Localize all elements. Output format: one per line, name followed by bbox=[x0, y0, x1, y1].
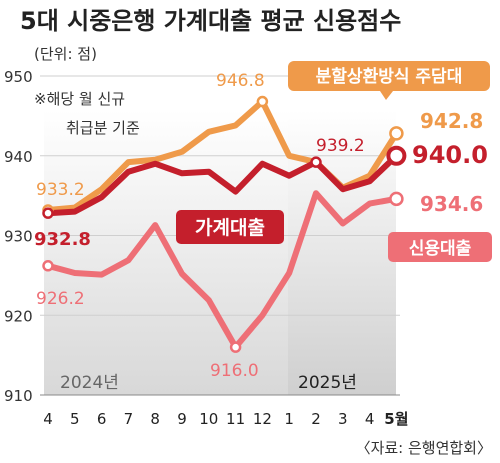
legend-mortgage-label: 분할상환방식 주담대 bbox=[316, 67, 463, 87]
x-tick-label-12: 4 bbox=[365, 410, 375, 428]
data-label-credit-end: 934.6 bbox=[420, 192, 483, 216]
data-label-mortgage-peak: 946.8 bbox=[216, 71, 265, 91]
series-line-1 bbox=[45, 152, 400, 217]
x-tick-label-3: 7 bbox=[124, 410, 134, 428]
data-labels: 933.2 946.8 942.8 932.8 939.2 940.0 926.… bbox=[34, 71, 488, 381]
note-line-2: 취급분 기준 bbox=[66, 119, 140, 137]
data-label-household-peak: 939.2 bbox=[316, 136, 365, 156]
series-2-point-13 bbox=[389, 191, 404, 207]
data-label-household-end: 940.0 bbox=[412, 141, 488, 169]
series-1-point-0 bbox=[42, 207, 54, 219]
x-tick-label-9: 1 bbox=[284, 410, 294, 428]
series-2-point-7 bbox=[229, 341, 242, 353]
x-tick-label-8: 12 bbox=[253, 410, 272, 428]
series-points bbox=[42, 95, 407, 353]
series-0-point-13 bbox=[389, 126, 404, 141]
x-tick-label-1: 5 bbox=[70, 410, 80, 428]
unit-label: (단위: 점) bbox=[34, 45, 97, 63]
y-tick-label-950: 950 bbox=[4, 68, 33, 86]
series-line-2 bbox=[45, 190, 400, 351]
x-tick-label-6: 10 bbox=[199, 410, 218, 428]
x-axis-ticks: 4 5 6 7 8 9 10 11 12 1 2 3 4 5월 bbox=[43, 410, 408, 428]
series-0-point-8 bbox=[256, 95, 269, 108]
series-2-point-0 bbox=[42, 260, 54, 272]
legend-household-label: 가계대출 bbox=[195, 217, 265, 239]
y-tick-label-920: 920 bbox=[4, 307, 33, 325]
year-2024-panel bbox=[44, 110, 288, 395]
note-line-1: ※해당 월 신규 bbox=[34, 90, 125, 108]
x-tick-label-13: 5월 bbox=[384, 410, 408, 428]
legend-mortgage-pointer bbox=[380, 91, 393, 100]
series-lines bbox=[45, 98, 400, 351]
data-label-credit-start: 926.2 bbox=[36, 289, 85, 309]
x-tick-label-7: 11 bbox=[226, 410, 245, 428]
x-tick-label-11: 3 bbox=[338, 410, 348, 428]
y-tick-label-930: 930 bbox=[4, 228, 33, 246]
year-label-2025: 2025년 bbox=[298, 373, 357, 393]
legend-credit-label: 신용대출 bbox=[409, 239, 472, 259]
series-1-point-13 bbox=[386, 145, 407, 166]
y-tick-label-940: 940 bbox=[4, 148, 33, 166]
data-label-credit-low: 916.0 bbox=[210, 361, 259, 381]
legend-household-box bbox=[176, 210, 284, 244]
year-label-2024: 2024년 bbox=[60, 373, 119, 393]
x-tick-label-0: 4 bbox=[43, 410, 53, 428]
x-tick-label-10: 2 bbox=[311, 410, 321, 428]
source-label: 〈자료: 은행연합회〉 bbox=[356, 439, 492, 457]
legend-mortgage-box bbox=[288, 61, 490, 91]
chart-title: 5대 시중은행 가계대출 평균 신용점수 bbox=[20, 7, 401, 35]
data-label-household-start: 932.8 bbox=[34, 229, 91, 250]
legend-mortgage: 분할상환방식 주담대 bbox=[288, 61, 490, 100]
y-axis-ticks: 910 920 930 940 950 bbox=[4, 68, 33, 405]
data-label-mortgage-start: 933.2 bbox=[36, 180, 85, 200]
data-label-mortgage-end: 942.8 bbox=[420, 109, 483, 133]
x-tick-label-2: 6 bbox=[97, 410, 107, 428]
y-tick-label-910: 910 bbox=[4, 387, 33, 405]
legend-credit: 신용대출 bbox=[388, 232, 492, 262]
series-1-point-10 bbox=[310, 156, 322, 168]
legend-credit-box bbox=[388, 232, 492, 262]
x-tick-label-5: 9 bbox=[177, 410, 187, 428]
legend-household: 가계대출 bbox=[176, 210, 284, 244]
x-tick-label-4: 8 bbox=[150, 410, 160, 428]
